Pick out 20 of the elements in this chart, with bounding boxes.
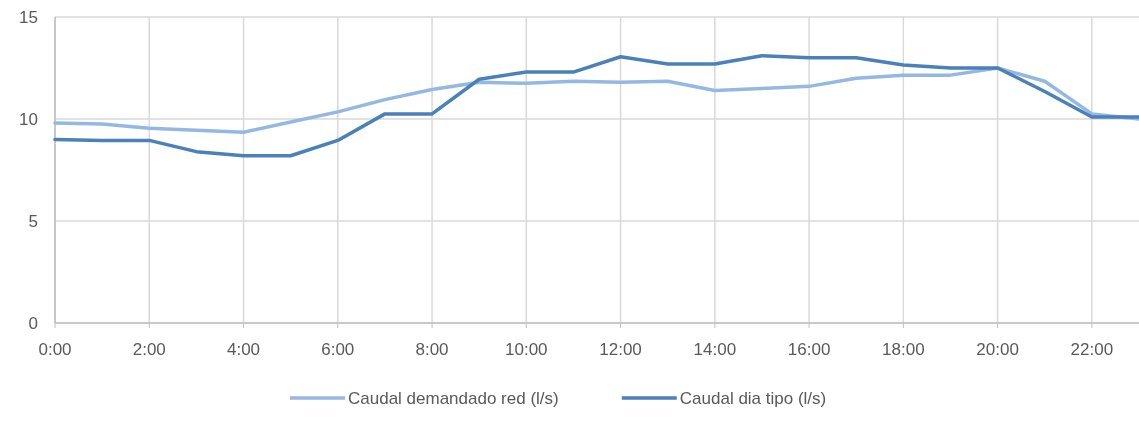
x-tick-label: 12:00: [599, 340, 642, 359]
legend-label: Caudal dia tipo (l/s): [679, 389, 827, 408]
x-tick-label: 4:00: [226, 340, 261, 359]
y-tick-label: 15: [19, 8, 38, 27]
line-series: [53, 66, 1139, 135]
x-tick-label: 22:00: [1070, 340, 1114, 359]
legend-label: Caudal demandado red (l/s): [348, 389, 559, 408]
x-tick-label: 6:00: [321, 340, 355, 359]
x-tick-label: 10:00: [505, 340, 548, 359]
x-tick-label: 16:00: [787, 340, 831, 359]
y-tick-label: 5: [28, 212, 38, 231]
x-tick-label: 14:00: [693, 340, 737, 359]
y-tick-label: 10: [19, 110, 38, 129]
x-tick-label: 8:00: [415, 340, 449, 359]
y-tick-label: 0: [28, 314, 38, 333]
x-tick-label: 2:00: [132, 340, 166, 359]
x-tick-label: 0:00: [38, 340, 72, 359]
line-series: [53, 54, 1139, 158]
x-tick-label: 20:00: [976, 340, 1019, 359]
x-tick-label: 18:00: [882, 340, 925, 359]
